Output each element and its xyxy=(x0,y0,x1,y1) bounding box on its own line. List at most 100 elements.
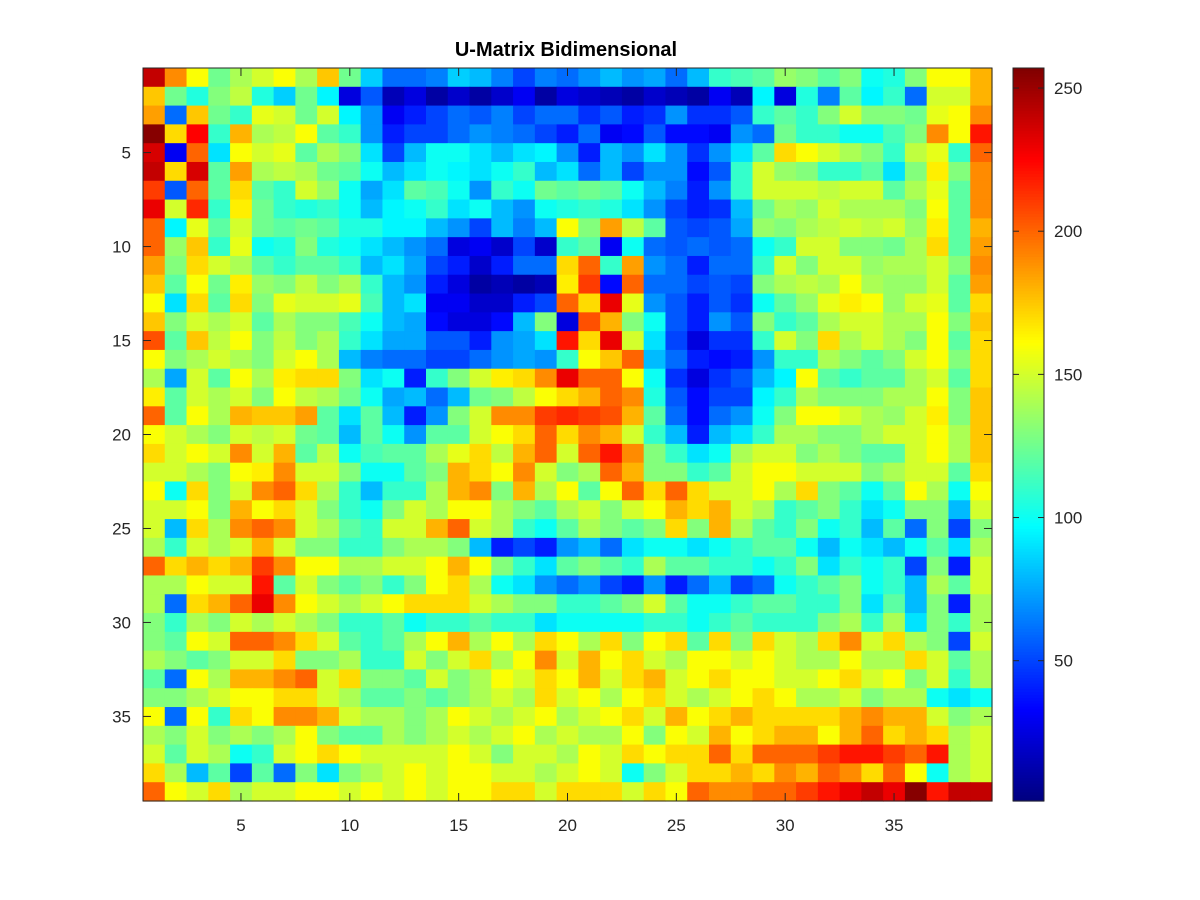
heatmap-cell xyxy=(317,425,340,445)
colorbar-segment xyxy=(1013,657,1044,662)
heatmap-cell xyxy=(883,425,906,445)
heatmap-cell xyxy=(208,519,231,539)
heatmap-cell xyxy=(338,86,362,107)
heatmap-cell xyxy=(143,688,166,708)
colorbar-segment xyxy=(1013,159,1044,164)
heatmap-cell xyxy=(208,669,231,689)
colorbar-segment xyxy=(1013,362,1044,367)
colorbar-segment xyxy=(1013,145,1044,149)
colorbar-segment xyxy=(1013,468,1044,473)
heatmap-cell xyxy=(948,124,971,144)
heatmap-cell xyxy=(404,725,427,746)
heatmap-cell xyxy=(883,519,906,539)
heatmap-cell xyxy=(752,707,775,727)
heatmap-cell xyxy=(447,481,471,501)
heatmap-cell xyxy=(186,368,209,389)
heatmap-cell xyxy=(491,274,514,295)
heatmap-cell xyxy=(926,331,950,351)
heatmap-cell xyxy=(382,105,405,125)
heatmap-cell xyxy=(360,519,384,539)
heatmap-cell xyxy=(295,688,318,708)
colorbar-segment xyxy=(1013,148,1044,152)
heatmap-cell xyxy=(273,631,296,652)
colorbar-segment xyxy=(1013,211,1044,215)
heatmap-cell xyxy=(491,519,514,539)
heatmap-cell xyxy=(926,519,950,539)
heatmap-cell xyxy=(730,349,754,370)
heatmap-cell xyxy=(883,143,906,163)
heatmap-cell xyxy=(621,669,645,689)
heatmap-cell xyxy=(600,293,623,313)
heatmap-cell xyxy=(621,763,645,783)
colorbar-segment xyxy=(1013,792,1044,796)
heatmap-cell xyxy=(861,556,884,577)
heatmap-cell xyxy=(578,368,601,389)
colorbar-segment xyxy=(1013,368,1044,373)
heatmap-cell xyxy=(360,782,384,802)
heatmap-cell xyxy=(883,537,906,558)
heatmap-cell xyxy=(839,763,862,783)
colorbar-segment xyxy=(1013,551,1044,556)
heatmap-cell xyxy=(273,594,296,614)
heatmap-cell xyxy=(317,255,340,276)
heatmap-cell xyxy=(600,161,623,182)
heatmap-cell xyxy=(251,237,275,257)
heatmap-cell xyxy=(338,68,362,88)
heatmap-cell xyxy=(926,143,950,163)
colorbar-segment xyxy=(1013,311,1044,315)
heatmap-cell xyxy=(404,237,427,257)
heatmap-cell xyxy=(817,481,841,501)
heatmap-cell xyxy=(796,180,819,201)
heatmap-cell xyxy=(578,725,601,746)
heatmap-cell xyxy=(143,68,166,88)
heatmap-cell xyxy=(447,143,471,163)
colorbar-segment xyxy=(1013,586,1044,590)
heatmap-cell xyxy=(251,481,275,501)
heatmap-cell xyxy=(382,237,405,257)
heatmap-cell xyxy=(164,161,188,182)
heatmap-cell xyxy=(273,143,296,163)
heatmap-cell xyxy=(970,481,993,501)
heatmap-cell xyxy=(164,255,188,276)
heatmap-cell xyxy=(447,199,471,219)
heatmap-cell xyxy=(273,481,296,501)
heatmap-cell xyxy=(251,725,275,746)
heatmap-cell xyxy=(817,387,841,407)
heatmap-cell xyxy=(426,537,449,558)
heatmap-cell xyxy=(643,556,667,577)
heatmap-cell xyxy=(948,669,971,689)
heatmap-cell xyxy=(730,707,754,727)
heatmap-cell xyxy=(578,669,601,689)
heatmap-cell xyxy=(143,199,166,219)
heatmap-cell xyxy=(948,763,971,783)
heatmap-cell xyxy=(643,519,667,539)
heatmap-cell xyxy=(926,218,950,238)
heatmap-cell xyxy=(447,613,471,633)
heatmap-cell xyxy=(621,199,645,219)
heatmap-cell xyxy=(970,500,993,520)
heatmap-cell xyxy=(861,274,884,295)
heatmap-cell xyxy=(665,537,688,558)
heatmap-cell xyxy=(251,161,275,182)
heatmap-cell xyxy=(251,387,275,407)
colorbar-segment xyxy=(1013,798,1044,802)
heatmap-cell xyxy=(338,406,362,426)
colorbar-segment xyxy=(1013,88,1044,92)
colorbar-segment xyxy=(1013,614,1044,619)
heatmap-cell xyxy=(273,274,296,295)
colorbar-segment xyxy=(1013,299,1044,304)
heatmap-cell xyxy=(578,481,601,501)
heatmap-cell xyxy=(447,218,471,238)
heatmap-cell xyxy=(687,406,710,426)
colorbar-segment xyxy=(1013,185,1044,189)
heatmap-cell xyxy=(621,105,645,125)
heatmap-cell xyxy=(208,161,231,182)
colorbar-segment xyxy=(1013,597,1044,602)
heatmap-cell xyxy=(578,312,601,332)
heatmap-cell xyxy=(469,613,492,633)
heatmap-cell xyxy=(360,312,384,332)
heatmap-cell xyxy=(774,688,797,708)
colorbar-segment xyxy=(1013,110,1044,115)
heatmap-cell xyxy=(578,180,601,201)
heatmap-cell xyxy=(948,255,971,276)
